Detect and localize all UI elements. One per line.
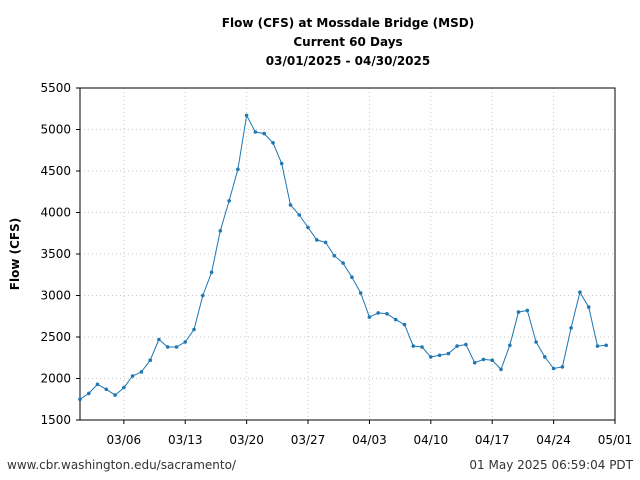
data-point <box>499 367 503 372</box>
data-point <box>508 343 512 348</box>
data-point <box>165 345 170 349</box>
y-tick-label: 2000 <box>40 372 71 386</box>
data-point <box>174 345 179 349</box>
data-point <box>604 343 608 348</box>
data-point <box>157 337 161 342</box>
data-point <box>516 310 521 314</box>
data-point <box>315 238 319 242</box>
data-point <box>306 225 310 230</box>
data-point <box>586 305 591 309</box>
data-point <box>209 270 214 275</box>
x-tick-label: 03/13 <box>168 433 203 447</box>
data-point <box>244 113 249 118</box>
data-point <box>358 291 363 295</box>
data-point <box>113 393 117 397</box>
series-line <box>79 113 607 400</box>
data-point <box>122 385 126 390</box>
x-tick-label: 03/27 <box>291 433 326 447</box>
data-point <box>139 370 144 374</box>
data-point <box>236 167 240 172</box>
y-tick-label: 1500 <box>40 413 71 427</box>
data-point <box>429 355 433 359</box>
series-layer <box>78 113 608 402</box>
axis-layer: 1500 2000 2500 3000 3500 4000 4500 5000 5500 03/0… <box>40 81 632 447</box>
data-point <box>376 311 381 315</box>
data-point <box>201 293 205 298</box>
data-point <box>525 308 530 313</box>
data-point <box>560 365 565 369</box>
data-point <box>87 391 91 396</box>
x-tick-label: 04/24 <box>536 433 571 447</box>
data-point <box>490 358 495 363</box>
data-point <box>262 131 267 136</box>
data-point <box>95 382 100 387</box>
y-tick-label: 5000 <box>40 123 71 137</box>
data-point <box>481 357 486 362</box>
data-point <box>367 315 372 319</box>
data-point <box>543 355 547 359</box>
data-point <box>183 340 187 344</box>
data-point <box>148 358 152 363</box>
y-tick-label: 5500 <box>40 81 71 95</box>
data-point <box>595 344 600 348</box>
data-point <box>130 374 135 378</box>
x-tick-label: 04/10 <box>414 433 449 447</box>
x-tick-label: 04/03 <box>352 433 387 447</box>
data-point <box>279 161 284 166</box>
y-tick-label: 2500 <box>40 330 71 344</box>
data-point <box>297 213 302 217</box>
data-point <box>420 345 424 349</box>
data-point <box>534 340 538 344</box>
data-point <box>78 397 82 402</box>
y-tick-label: 4500 <box>40 164 71 178</box>
data-point <box>341 261 345 265</box>
data-point <box>578 290 582 295</box>
data-point <box>332 253 337 258</box>
x-tick-label: 05/01 <box>598 433 633 447</box>
x-tick-label: 03/06 <box>107 433 142 447</box>
y-tick-label: 3500 <box>40 247 71 261</box>
data-point <box>227 199 231 203</box>
data-point <box>218 229 223 233</box>
chart-title-line-2: Current 60 Days <box>293 35 402 49</box>
data-point <box>551 366 556 371</box>
x-tick-label: 03/20 <box>229 433 264 447</box>
data-point <box>446 351 451 356</box>
y-tick-label: 4000 <box>40 206 71 220</box>
data-point <box>464 342 468 347</box>
data-point <box>323 240 328 245</box>
data-point <box>393 317 398 322</box>
data-point <box>288 203 293 207</box>
data-point <box>271 141 275 145</box>
footer-timestamp: 01 May 2025 06:59:04 PDT <box>469 458 633 472</box>
data-point <box>253 130 258 134</box>
data-point <box>192 327 196 332</box>
data-point <box>569 326 573 330</box>
data-point <box>411 344 416 348</box>
chart-title-line-3: 03/01/2025 - 04/30/2025 <box>266 54 430 68</box>
data-point <box>455 344 459 348</box>
footer-url: www.cbr.washington.edu/sacramento/ <box>7 458 236 472</box>
x-tick-label: 04/17 <box>475 433 510 447</box>
data-point <box>385 312 389 316</box>
data-point <box>437 353 442 358</box>
data-point <box>104 387 109 392</box>
y-tick-label: 3000 <box>40 289 71 303</box>
chart-title-line-1: Flow (CFS) at Mossdale Bridge (MSD) <box>222 16 474 30</box>
data-point <box>472 360 477 365</box>
data-point <box>350 275 354 280</box>
data-point <box>402 322 407 327</box>
grid-layer <box>80 88 615 420</box>
y-axis-label: Flow (CFS) <box>8 218 22 290</box>
